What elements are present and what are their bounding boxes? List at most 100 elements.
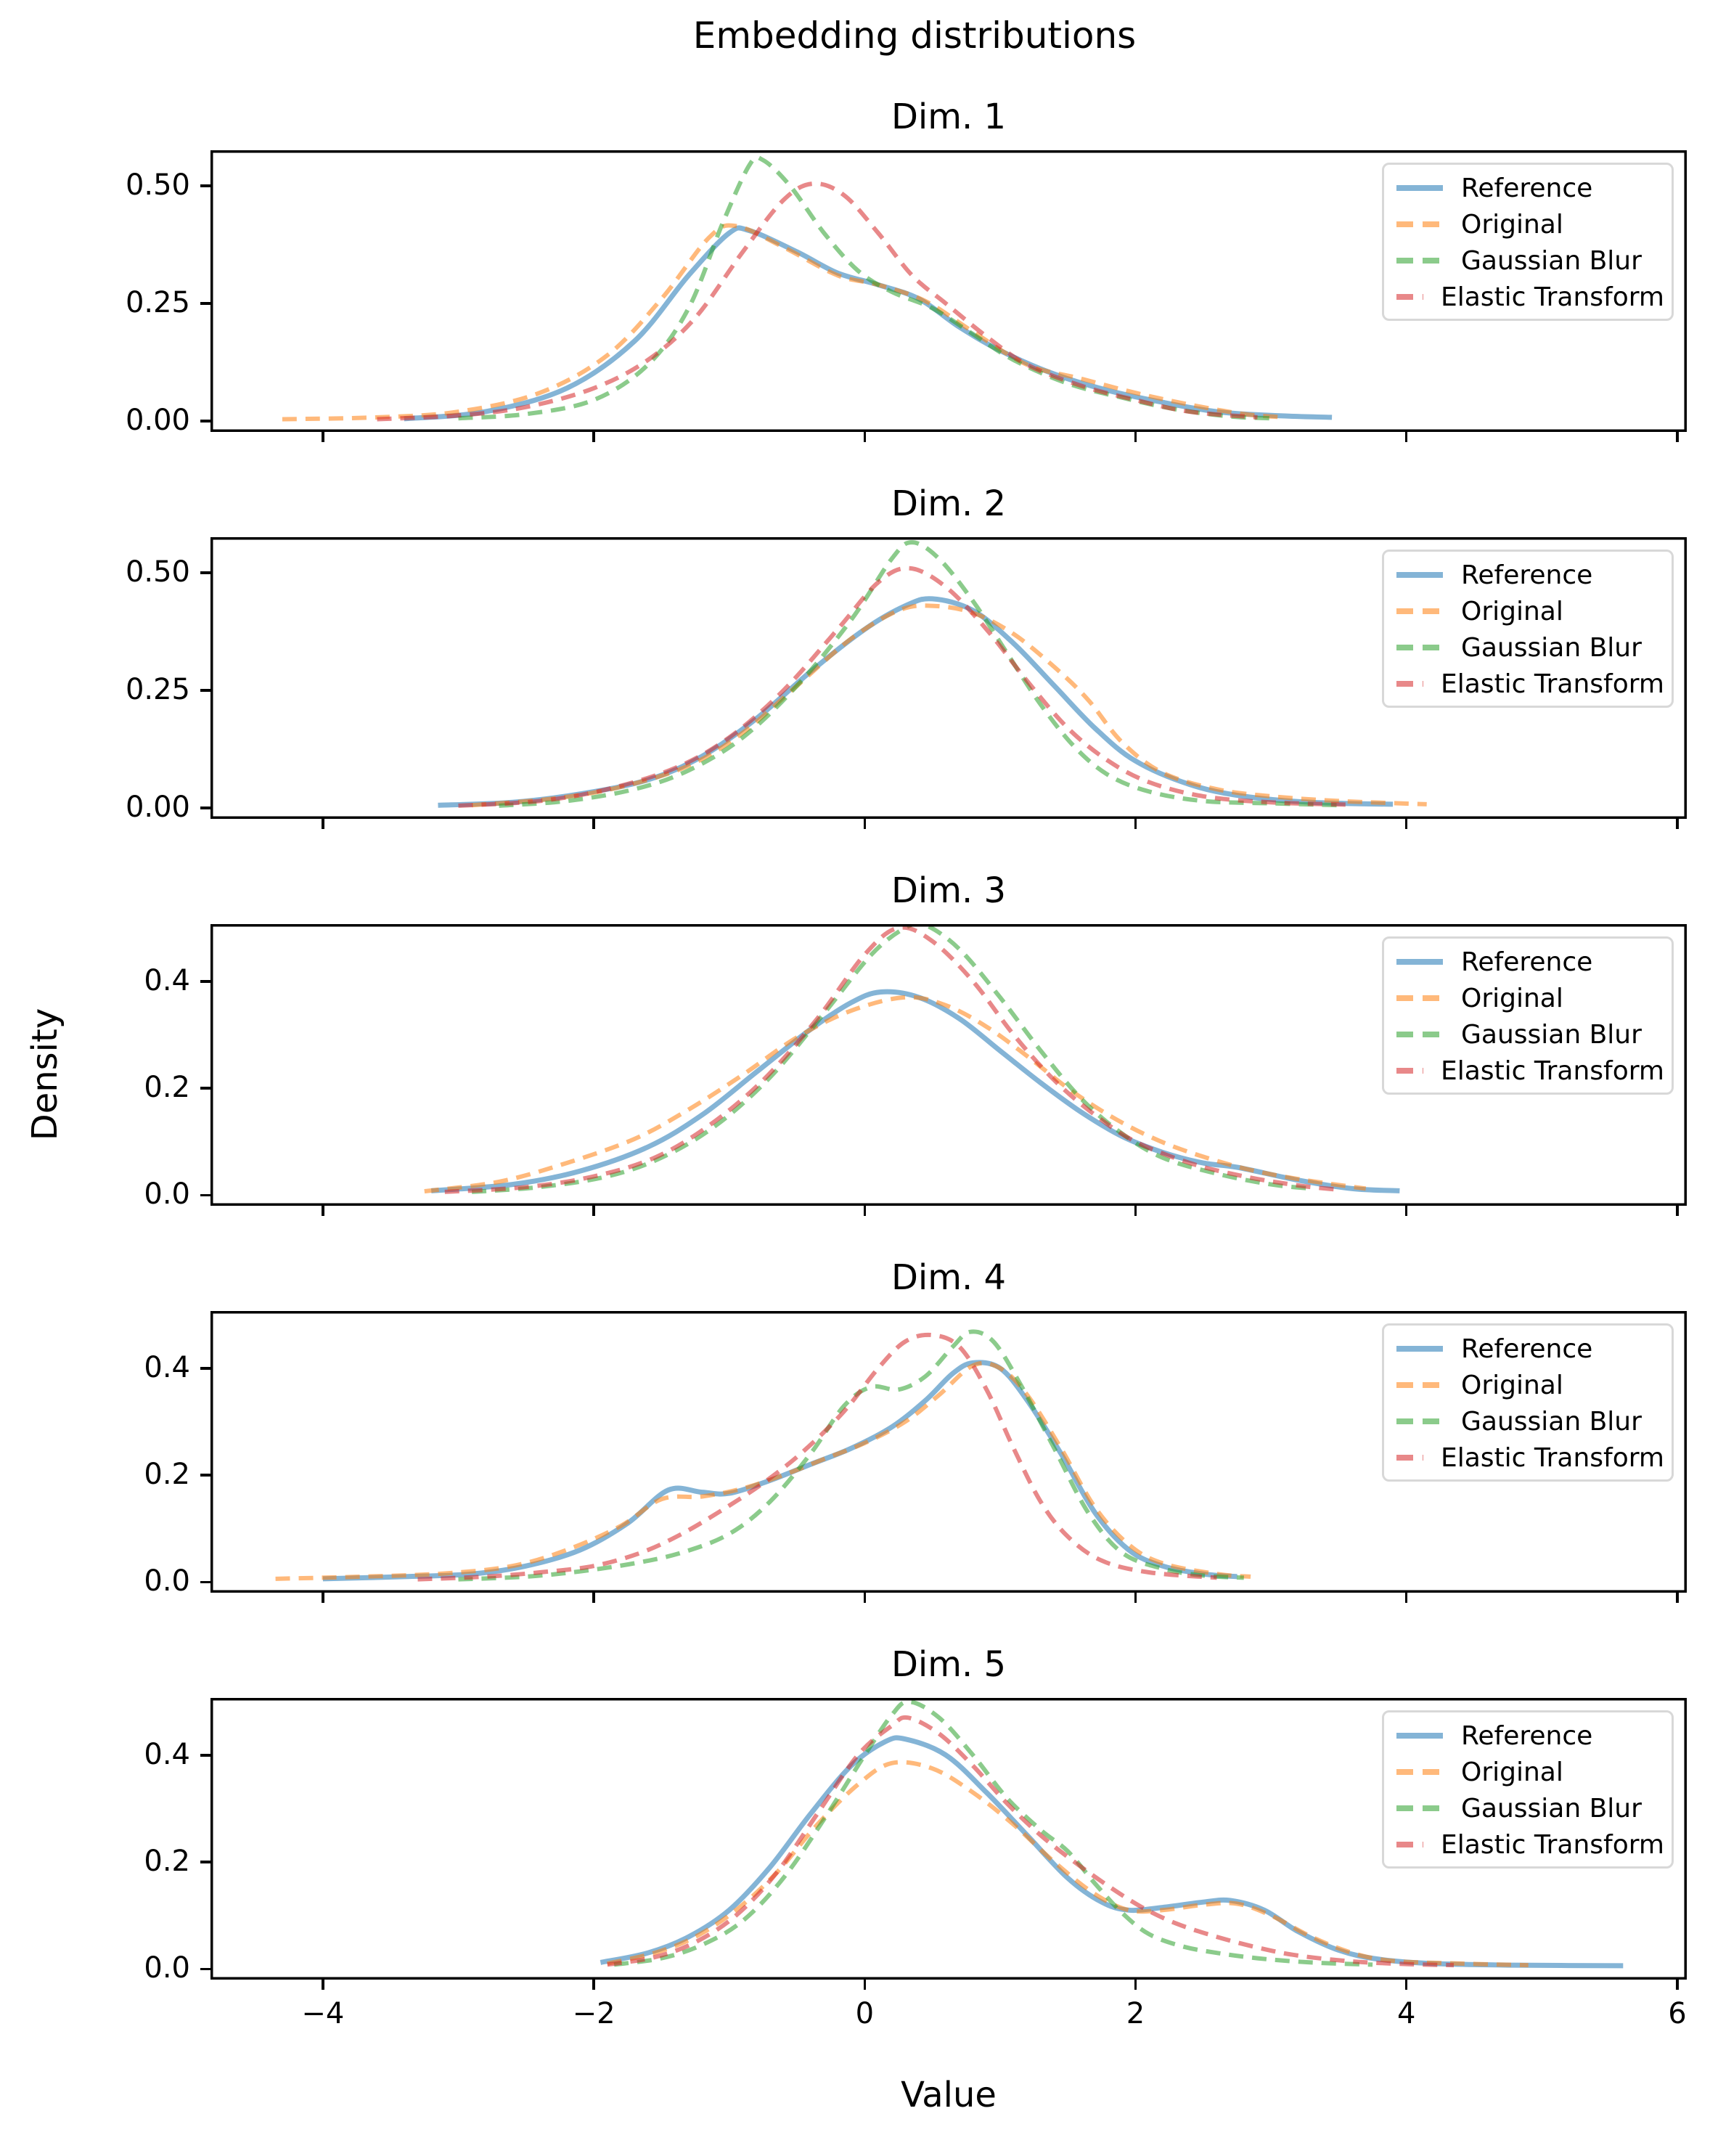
y-axis-label: Density: [25, 1008, 65, 1141]
series-line-gaussian-blur: [471, 924, 1312, 1194]
x-tick-mark: [592, 819, 595, 829]
series-line-reference: [438, 596, 1394, 808]
x-tick-mark: [322, 819, 324, 829]
axes-spines: [210, 1311, 1687, 1593]
legend-line-sample: [1396, 959, 1443, 965]
legend-item-elastic-transform: Elastic Transform: [1396, 1442, 1664, 1473]
axes-spines: [210, 1698, 1687, 1980]
x-tick-mark: [1134, 432, 1137, 442]
legend-line-sample: [1396, 1032, 1443, 1037]
y-tick-label: 0.50: [125, 168, 190, 203]
x-tick-label: −4: [301, 1997, 345, 2030]
legend-line-sample: [1396, 258, 1443, 264]
y-tick-label: 0.00: [125, 404, 190, 438]
legend: Reference Original Gaussian Blur Elastic Tr…: [1382, 550, 1674, 708]
y-tick-label: 0.0: [144, 1951, 190, 1985]
axes-spines: [210, 537, 1687, 819]
series-line-elastic-transform: [444, 925, 1339, 1194]
series-line-original: [424, 995, 1367, 1194]
axes-spines: [210, 150, 1687, 432]
series-line-gaussian-blur: [458, 1329, 1244, 1582]
series-line-elastic-transform: [607, 1715, 1455, 1968]
x-tick-mark: [1404, 1206, 1408, 1216]
legend-line-sample: [1396, 294, 1423, 300]
legend-line-sample: [1396, 1769, 1443, 1775]
legend-line-sample: [1396, 645, 1443, 650]
legend-label: Reference: [1461, 560, 1593, 590]
legend-item-gaussian-blur: Gaussian Blur: [1396, 1020, 1664, 1050]
subplot-title-1: Dim. 1: [891, 97, 1007, 137]
legend-label: Elastic Transform: [1441, 282, 1664, 312]
legend-line-sample: [1396, 1733, 1443, 1739]
subplot-title-2: Dim. 2: [891, 483, 1007, 524]
y-tick-label: 0.2: [144, 1071, 190, 1105]
legend-label: Elastic Transform: [1441, 1829, 1664, 1860]
axes-spines: [210, 924, 1687, 1206]
subplot-title-5: Dim. 5: [891, 1644, 1007, 1685]
y-tick-mark: [200, 807, 210, 809]
figure-title: Embedding distributions: [692, 15, 1137, 57]
legend-label: Original: [1461, 1370, 1563, 1400]
legend-item-gaussian-blur: Gaussian Blur: [1396, 1793, 1664, 1824]
legend-line-sample: [1396, 1346, 1443, 1352]
legend-item-elastic-transform: Elastic Transform: [1396, 282, 1664, 312]
legend-label: Gaussian Blur: [1461, 1793, 1642, 1824]
series-line-elastic-transform: [377, 181, 1258, 422]
y-tick-label: 0.4: [144, 1350, 190, 1384]
series-line-reference: [322, 1360, 1238, 1582]
legend-label: Gaussian Blur: [1461, 1406, 1642, 1437]
legend: Reference Original Gaussian Blur Elastic Tr…: [1382, 163, 1674, 321]
x-tick-mark: [1134, 1980, 1137, 1990]
legend-label: Original: [1461, 983, 1563, 1013]
legend-line-sample: [1396, 995, 1443, 1001]
series-line-gaussian-blur: [499, 540, 1339, 808]
x-tick-mark: [322, 432, 324, 442]
legend-line-sample: [1396, 1805, 1443, 1811]
plot-area-dim-3: [210, 924, 1687, 1206]
x-tick-mark: [1404, 819, 1408, 829]
plot-area-dim-1: [210, 150, 1687, 432]
y-tick-label: 0.2: [144, 1845, 190, 1879]
legend-label: Original: [1461, 596, 1563, 626]
legend-item-original: Original: [1396, 1371, 1664, 1400]
y-tick-mark: [200, 1967, 210, 1971]
y-tick-mark: [200, 689, 210, 692]
y-tick-mark: [200, 980, 210, 983]
x-tick-mark: [592, 432, 595, 442]
legend-label: Elastic Transform: [1441, 1442, 1664, 1473]
y-tick-mark: [200, 1754, 210, 1757]
legend-line-sample: [1396, 1068, 1423, 1074]
y-tick-mark: [200, 1087, 210, 1090]
x-tick-mark: [322, 1593, 324, 1603]
legend-item-reference: Reference: [1396, 947, 1664, 977]
series-line-original: [282, 223, 1285, 422]
y-tick-label: 0.4: [144, 963, 190, 997]
y-tick-label: 0.25: [125, 673, 190, 707]
x-tick-label: 4: [1396, 1997, 1416, 2030]
legend-line-sample: [1396, 185, 1443, 191]
legend-item-elastic-transform: Elastic Transform: [1396, 1055, 1664, 1086]
x-tick-mark: [1134, 1593, 1137, 1603]
legend: Reference Original Gaussian Blur Elastic Tr…: [1382, 1710, 1674, 1869]
y-tick-mark: [200, 420, 210, 422]
y-tick-label: 0.25: [125, 286, 190, 320]
legend-item-reference: Reference: [1396, 1721, 1664, 1751]
legend-item-original: Original: [1396, 597, 1664, 626]
legend-label: Elastic Transform: [1441, 1055, 1664, 1086]
x-tick-mark: [592, 1206, 595, 1216]
legend-label: Gaussian Blur: [1461, 632, 1642, 663]
legend-item-reference: Reference: [1396, 173, 1664, 203]
x-tick-label: 0: [855, 1997, 875, 2030]
subplot-title-4: Dim. 4: [891, 1257, 1007, 1298]
legend-label: Elastic Transform: [1441, 669, 1664, 699]
legend-line-sample: [1396, 608, 1443, 614]
series-line-original: [471, 603, 1427, 808]
legend-line-sample: [1396, 572, 1443, 578]
y-tick-label: 0.00: [125, 791, 190, 825]
legend-item-original: Original: [1396, 1757, 1664, 1787]
y-tick-mark: [200, 1367, 210, 1370]
x-tick-label: 2: [1126, 1997, 1145, 2030]
x-tick-mark: [322, 1206, 324, 1216]
x-tick-mark: [863, 819, 867, 829]
